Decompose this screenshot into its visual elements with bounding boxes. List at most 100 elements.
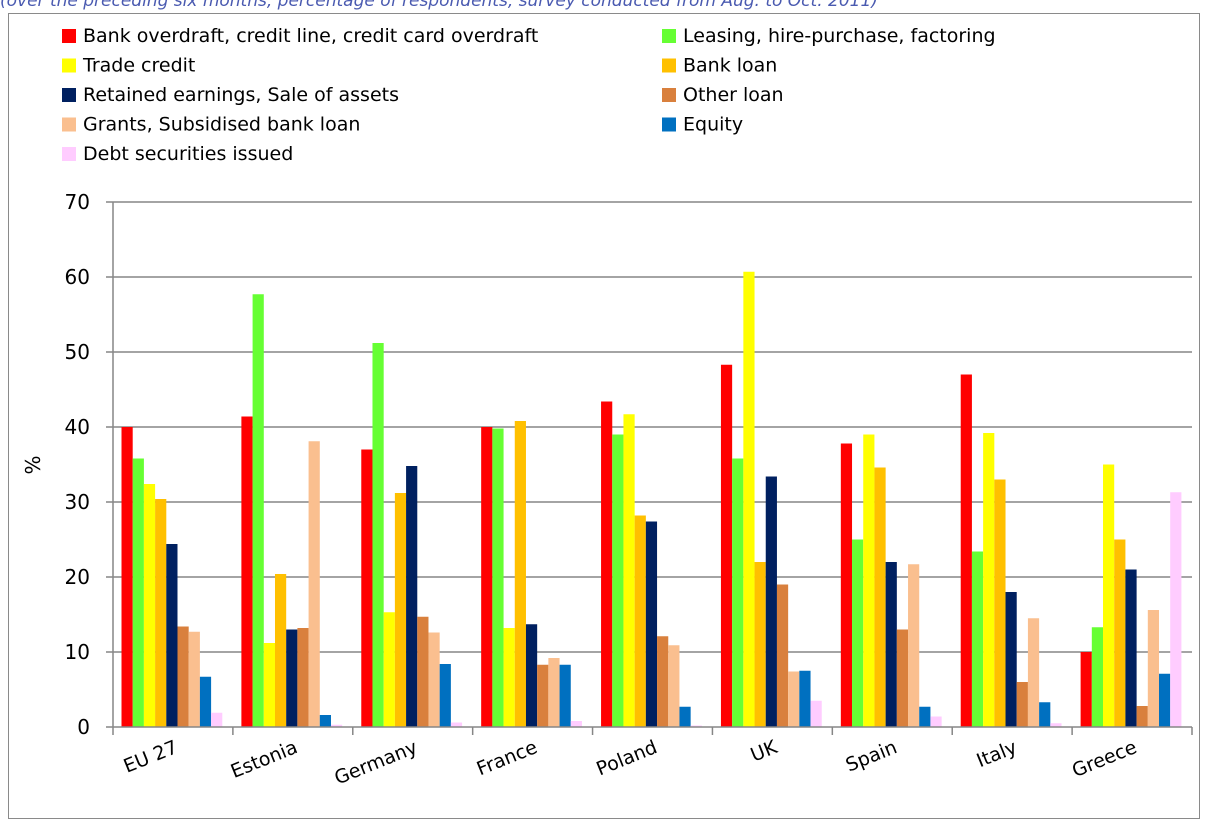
bar (417, 616, 429, 727)
bar (896, 629, 909, 727)
bar (1050, 723, 1062, 727)
bar (1080, 652, 1092, 727)
bar (1039, 702, 1051, 727)
bar (1147, 610, 1160, 727)
bar (241, 416, 253, 727)
bar (1114, 539, 1126, 727)
bar (503, 628, 515, 727)
legend-label: Grants, Subsidised bank loan (83, 114, 360, 136)
legend-item: Bank loan (662, 55, 777, 77)
bar (308, 441, 320, 727)
bar (874, 467, 886, 727)
bar (525, 624, 538, 727)
bar (908, 564, 920, 727)
bar (885, 562, 897, 727)
bar (372, 343, 384, 727)
bar (601, 401, 613, 727)
y-tick-label: 50 (65, 340, 90, 364)
bar (559, 664, 571, 727)
legend-swatch (62, 117, 76, 132)
bar (634, 515, 646, 727)
bar (121, 427, 133, 727)
bar (863, 434, 875, 727)
bar (840, 443, 853, 727)
x-category-label: Spain (843, 736, 900, 776)
y-tick-label: 20 (65, 565, 90, 589)
y-tick-label: 30 (65, 490, 90, 514)
bar (930, 716, 942, 727)
x-category-label: Italy (974, 736, 1020, 772)
bar (994, 479, 1006, 727)
bar (1016, 682, 1028, 727)
bar (1125, 569, 1137, 727)
x-category-label: Poland (593, 736, 660, 780)
bar (612, 434, 624, 727)
legend-item: Grants, Subsidised bank loan (62, 114, 360, 136)
legend-swatch (62, 58, 76, 73)
bar (960, 374, 972, 727)
y-tick-label: 70 (65, 190, 90, 214)
x-category-label: UK (748, 736, 781, 766)
bar (810, 700, 822, 727)
bar (1005, 592, 1017, 727)
bar (720, 364, 733, 727)
x-category-label: Germany (331, 736, 420, 789)
y-tick-label: 10 (65, 640, 90, 664)
legend-swatch (62, 88, 76, 102)
bar (514, 421, 526, 727)
bar (439, 664, 451, 727)
bar (199, 676, 212, 727)
category-group (840, 434, 942, 727)
bar (188, 631, 200, 727)
bar (852, 539, 864, 727)
legend-label: Trade credit (82, 55, 195, 77)
legend-item: Bank overdraft, credit line, credit card… (62, 25, 538, 47)
bar (570, 721, 582, 727)
bar (211, 712, 223, 727)
bar (428, 632, 440, 727)
y-axis-title: % (21, 455, 45, 474)
bar (177, 626, 189, 727)
x-category-label: France (474, 736, 541, 780)
bar (1091, 627, 1104, 727)
y-tick-label: 0 (77, 715, 90, 739)
y-axis-ticks: 0 10 20 30 40 50 60 70 (65, 190, 113, 739)
x-axis-labels: EU 27 Estonia Germany France Poland UK Spain It… (121, 736, 1140, 789)
bar (252, 294, 264, 727)
bar (1159, 673, 1171, 727)
legend: Bank overdraft, credit line, credit card… (62, 25, 996, 165)
legend-swatch (662, 117, 676, 132)
legend-label: Bank overdraft, credit line, credit card… (83, 25, 538, 47)
legend-label: Leasing, hire-purchase, factoring (683, 25, 996, 47)
legend-swatch (62, 147, 76, 161)
category-group (720, 271, 822, 727)
bar (155, 499, 167, 727)
category-group (481, 421, 582, 727)
legend-swatch (662, 29, 676, 43)
x-category-label: EU 27 (121, 736, 181, 777)
bar (732, 458, 744, 727)
legend-swatch (62, 29, 76, 43)
bar (166, 544, 178, 727)
bar (548, 658, 560, 727)
legend-label: Bank loan (683, 55, 777, 77)
bar (383, 612, 395, 727)
bar (645, 521, 658, 727)
bar (286, 629, 298, 727)
bar (492, 428, 504, 727)
bar (1136, 706, 1148, 727)
legend-item: Trade credit (62, 55, 195, 77)
bar (743, 271, 755, 727)
bar (132, 458, 144, 727)
bar (1170, 492, 1182, 727)
bar (1103, 464, 1115, 727)
legend-item: Equity (662, 114, 743, 136)
bar (274, 574, 287, 727)
category-group (960, 374, 1062, 727)
category-group (241, 294, 343, 727)
bar (450, 722, 463, 727)
legend-swatch (662, 58, 676, 73)
chart-frame (8, 13, 1200, 819)
bar (919, 706, 931, 727)
